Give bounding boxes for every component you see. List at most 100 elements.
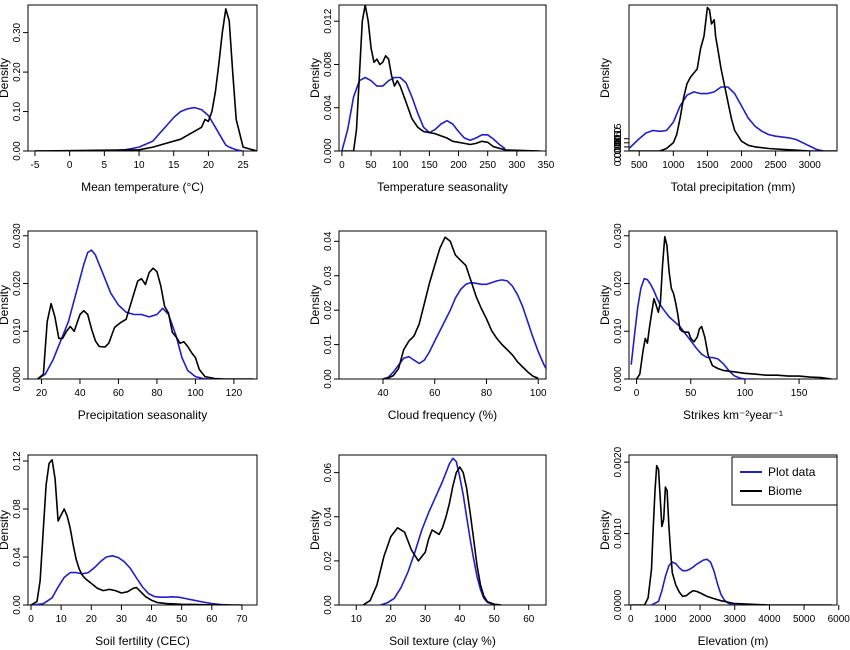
x-tick-label: 100 <box>530 388 547 399</box>
chart-panel-5: 40 60 80 100 0.00 0.01 0.02 0.03 0.04 Cloud frequ… <box>308 230 547 422</box>
x-tick-label: 6000 <box>828 614 850 625</box>
plot-data-density-line <box>37 249 219 379</box>
y-tick-label: 0.04 <box>323 507 334 527</box>
y-tick-label: 0.10 <box>12 101 23 121</box>
plot-data-density-line <box>341 76 506 151</box>
x-tick-label: 80 <box>481 388 493 399</box>
x-tick-label: 60 <box>523 614 535 625</box>
x-tick-label: 30 <box>420 614 432 625</box>
x-axis-title: Soil texture (clay %) <box>389 634 496 648</box>
x-tick-label: 5 <box>102 160 108 171</box>
y-tick-label: 0.0010 <box>613 518 624 549</box>
x-tick-label: -5 <box>30 160 39 171</box>
x-tick-label: 10 <box>133 160 145 171</box>
y-tick-label: 0.00 <box>12 595 23 615</box>
chart-panel-1: -5 0 5 10 15 20 25 0.00 0.10 0.20 0.30 Mean tempera… <box>0 4 258 194</box>
plot-frame <box>338 454 547 606</box>
plot-data-density-line <box>30 555 230 605</box>
x-axis-title: Soil fertility (CEC) <box>95 634 190 648</box>
x-tick-label: 1000 <box>654 614 677 625</box>
y-tick-label: 0.000 <box>323 138 334 163</box>
x-tick-label: 0 <box>634 388 640 399</box>
x-tick-label: 20 <box>203 160 215 171</box>
biome-density-line <box>382 236 539 379</box>
x-axis-title: Precipitation seasonality <box>78 408 207 422</box>
chart-panel-4: 20 40 60 80 100 120 0.000 0.010 0.020 0.030 Precip… <box>0 223 258 422</box>
x-tick-label: 200 <box>450 160 467 171</box>
y-tick-label: 0.030 <box>12 223 23 248</box>
y-tick-label: 0.0010 <box>613 127 624 158</box>
x-tick-label: 150 <box>791 388 808 399</box>
chart-panel-9: 0 1000 2000 3000 4000 5000 6000 0.0000 0.0010 0.0… <box>598 446 850 648</box>
x-axis-title: Cloud frequency (%) <box>388 408 497 422</box>
x-tick-label: 10 <box>351 614 363 625</box>
y-axis-title: Density <box>598 510 612 550</box>
y-axis-title: Density <box>308 510 322 550</box>
y-tick-label: 0.06 <box>323 462 334 482</box>
x-tick-label: 250 <box>479 160 496 171</box>
y-tick-label: 0.0000 <box>613 589 624 620</box>
chart-panel-3: 500 1000 1500 2000 2500 3000 0.00000.00050.001… <box>598 4 838 194</box>
y-tick-label: 0.012 <box>323 8 334 33</box>
plot-frame <box>27 230 258 380</box>
x-axis-title: Temperature seasonality <box>377 180 508 194</box>
x-tick-label: 20 <box>86 614 98 625</box>
y-tick-label: 0.020 <box>12 271 23 296</box>
y-tick-label: 0.02 <box>323 551 334 571</box>
biome-density-line <box>34 8 257 151</box>
biome-density-line <box>30 459 242 605</box>
y-tick-label: 0.030 <box>613 223 624 248</box>
x-tick-label: 70 <box>236 614 248 625</box>
y-tick-label: 0.04 <box>323 231 334 251</box>
x-tick-label: 1500 <box>696 160 719 171</box>
y-axis-title: Density <box>598 285 612 325</box>
legend-label: Biome <box>768 484 802 498</box>
x-tick-label: 100 <box>737 388 754 399</box>
y-tick-label: 0.008 <box>323 52 334 77</box>
x-tick-label: 40 <box>146 614 158 625</box>
x-tick-label: 3000 <box>799 160 822 171</box>
biome-density-line <box>37 267 254 379</box>
x-tick-label: 1000 <box>662 160 685 171</box>
biome-density-line <box>630 464 832 605</box>
plot-data-density-line <box>382 279 546 379</box>
x-tick-label: 80 <box>151 388 163 399</box>
y-tick-label: 0.04 <box>12 547 23 567</box>
x-tick-label: 120 <box>226 388 243 399</box>
chart-panel-2: 0 50 100 150 200 250 300 350 0.000 0.004 0.008 0.01… <box>308 4 555 194</box>
x-tick-label: 30 <box>116 614 128 625</box>
y-tick-label: 0.0005 <box>613 131 624 162</box>
chart-panel-8: 10 20 30 40 50 60 0.00 0.02 0.04 0.06 Soil texture… <box>308 454 547 648</box>
y-tick-label: 0.004 <box>323 95 334 120</box>
plot-data-density-line <box>34 106 244 151</box>
x-axis-title: Total precipitation (mm) <box>671 180 796 194</box>
plot-frame <box>628 4 838 152</box>
x-tick-label: 40 <box>377 388 389 399</box>
plot-data-density-line <box>380 457 502 605</box>
plot-frame <box>338 230 547 380</box>
y-axis-title: Density <box>308 285 322 325</box>
y-tick-label: 0.000 <box>613 366 624 391</box>
x-axis-title: Strikes km⁻²year⁻¹ <box>683 408 783 422</box>
biome-density-line <box>341 5 541 151</box>
y-tick-label: 0.00 <box>323 595 334 615</box>
plot-frame <box>338 4 547 152</box>
y-tick-label: 0.30 <box>12 22 23 42</box>
plot-data-density-line <box>651 558 742 605</box>
x-tick-label: 0 <box>28 614 34 625</box>
x-tick-label: 0 <box>67 160 73 171</box>
legend-label: Plot data <box>768 465 816 479</box>
x-tick-label: 300 <box>509 160 526 171</box>
y-tick-label: 0.010 <box>12 318 23 343</box>
y-tick-label: 0.00 <box>12 141 23 161</box>
y-tick-label: 0.20 <box>12 62 23 82</box>
x-tick-label: 350 <box>538 160 555 171</box>
y-tick-label: 0.0000 <box>613 135 624 166</box>
y-axis-title: Density <box>0 58 11 98</box>
x-tick-label: 60 <box>113 388 125 399</box>
x-tick-label: 5000 <box>793 614 816 625</box>
y-tick-label: 0.000 <box>12 366 23 391</box>
x-tick-label: 50 <box>366 160 378 171</box>
x-tick-label: 50 <box>685 388 697 399</box>
